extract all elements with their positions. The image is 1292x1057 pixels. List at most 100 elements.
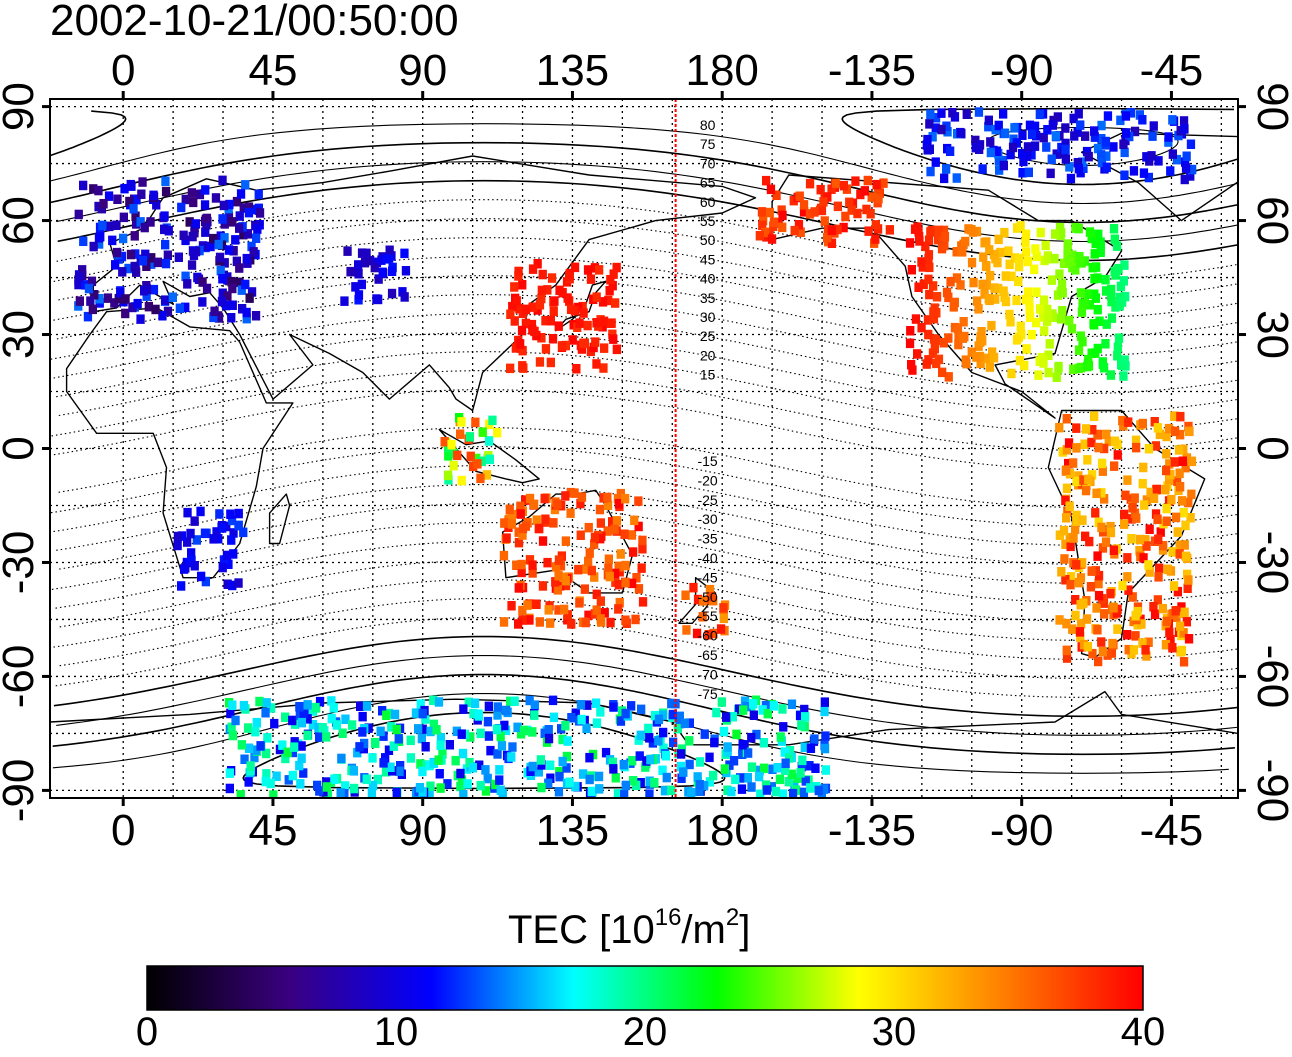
tec-cell bbox=[1061, 138, 1070, 149]
tec-cell bbox=[1107, 296, 1116, 307]
tec-cell bbox=[396, 761, 405, 771]
tec-cell bbox=[1175, 540, 1184, 550]
tec-cell bbox=[266, 778, 275, 789]
tec-cell bbox=[673, 723, 682, 734]
tec-cell bbox=[114, 293, 123, 304]
tec-cell bbox=[214, 239, 223, 250]
tec-cell bbox=[429, 695, 438, 706]
tec-cell bbox=[946, 277, 955, 287]
tec-cell bbox=[911, 314, 921, 324]
tec-cell bbox=[923, 315, 933, 325]
tec-cell bbox=[616, 549, 625, 559]
tec-cell bbox=[296, 779, 305, 789]
tec-cell bbox=[468, 763, 477, 773]
tec-cell bbox=[234, 520, 243, 531]
tec-cell bbox=[138, 256, 148, 266]
tec-cell bbox=[629, 776, 638, 786]
tec-cell bbox=[1188, 164, 1197, 175]
tec-cell bbox=[541, 315, 550, 326]
contour-label: 75 bbox=[700, 136, 716, 152]
tec-cell bbox=[1114, 333, 1124, 343]
tec-cell bbox=[638, 597, 648, 607]
tec-cell bbox=[1186, 513, 1195, 523]
tec-cell bbox=[158, 311, 167, 321]
tec-cell bbox=[354, 260, 363, 270]
tec-cell bbox=[614, 499, 624, 509]
tec-cell bbox=[79, 180, 88, 191]
tec-cell bbox=[885, 225, 894, 235]
tec-cell bbox=[629, 547, 638, 557]
tec-cell bbox=[577, 492, 587, 502]
tec-cell bbox=[561, 720, 570, 731]
tec-cell bbox=[550, 296, 559, 306]
tec-cell bbox=[1101, 537, 1111, 547]
y-tick-label: -60 bbox=[0, 645, 43, 709]
tec-cell bbox=[357, 279, 366, 290]
tec-cell bbox=[372, 257, 382, 268]
tec-cell bbox=[486, 745, 495, 756]
tec-cell bbox=[443, 779, 452, 789]
tec-cell bbox=[210, 306, 219, 317]
tec-cell bbox=[1020, 360, 1029, 371]
tec-cell bbox=[507, 601, 516, 611]
tec-cell bbox=[615, 567, 624, 577]
tec-cell bbox=[537, 333, 546, 343]
tec-cell bbox=[256, 741, 265, 751]
tec-cell bbox=[579, 769, 588, 779]
tec-cell bbox=[516, 339, 525, 349]
tec-cell bbox=[698, 612, 707, 622]
tec-cell bbox=[388, 266, 397, 276]
tec-cell bbox=[493, 427, 502, 438]
tec-cell bbox=[634, 496, 643, 506]
tec-cell bbox=[805, 761, 814, 771]
tec-cell bbox=[241, 279, 250, 290]
tec-cell bbox=[517, 325, 527, 336]
contour-label: -65 bbox=[697, 647, 717, 663]
tec-cell bbox=[517, 559, 526, 570]
tec-cell bbox=[1176, 482, 1185, 492]
tec-cell bbox=[398, 287, 407, 297]
map-title: 2002-10-21/00:50:00 bbox=[50, 0, 459, 45]
tec-cell bbox=[1069, 364, 1078, 374]
tec-cell bbox=[967, 347, 976, 357]
tec-cell bbox=[79, 236, 88, 246]
tec-cell bbox=[322, 732, 331, 742]
tec-cell bbox=[1170, 411, 1179, 421]
tec-cell bbox=[758, 220, 767, 231]
tec-cell bbox=[378, 267, 387, 278]
tec-cell bbox=[749, 710, 758, 720]
tec-cell bbox=[288, 715, 297, 726]
tec-cell bbox=[1030, 121, 1040, 132]
tec-cell bbox=[189, 250, 199, 260]
tec-cell bbox=[525, 555, 535, 565]
tec-cell bbox=[603, 526, 612, 536]
tec-cell bbox=[535, 523, 544, 534]
tec-cell bbox=[934, 225, 943, 236]
tec-cell bbox=[1093, 625, 1102, 635]
tec-cell bbox=[1027, 129, 1037, 140]
tec-cell bbox=[337, 753, 346, 764]
tec-cell bbox=[1135, 546, 1144, 556]
tec-cell bbox=[790, 225, 799, 236]
tec-cell bbox=[267, 703, 276, 713]
tec-cell bbox=[206, 241, 215, 252]
tec-cell bbox=[1085, 536, 1094, 547]
tec-cell bbox=[536, 755, 545, 765]
tec-cell bbox=[1155, 563, 1164, 574]
tec-cell bbox=[209, 312, 218, 323]
tec-cell bbox=[1158, 603, 1167, 614]
tec-cell bbox=[814, 785, 823, 796]
tec-cell bbox=[1087, 233, 1096, 244]
tec-cell bbox=[476, 473, 485, 484]
tec-cell bbox=[755, 765, 764, 776]
tec-cell bbox=[297, 717, 307, 728]
tec-cell bbox=[120, 183, 129, 194]
tec-cell bbox=[1145, 524, 1154, 534]
tec-cell bbox=[592, 589, 601, 600]
tec-cell bbox=[1113, 265, 1122, 275]
tec-cell bbox=[323, 789, 332, 798]
tec-cell bbox=[1106, 527, 1116, 538]
tec-cell bbox=[615, 597, 624, 608]
tec-cell bbox=[381, 767, 391, 777]
tec-cell bbox=[939, 225, 949, 236]
